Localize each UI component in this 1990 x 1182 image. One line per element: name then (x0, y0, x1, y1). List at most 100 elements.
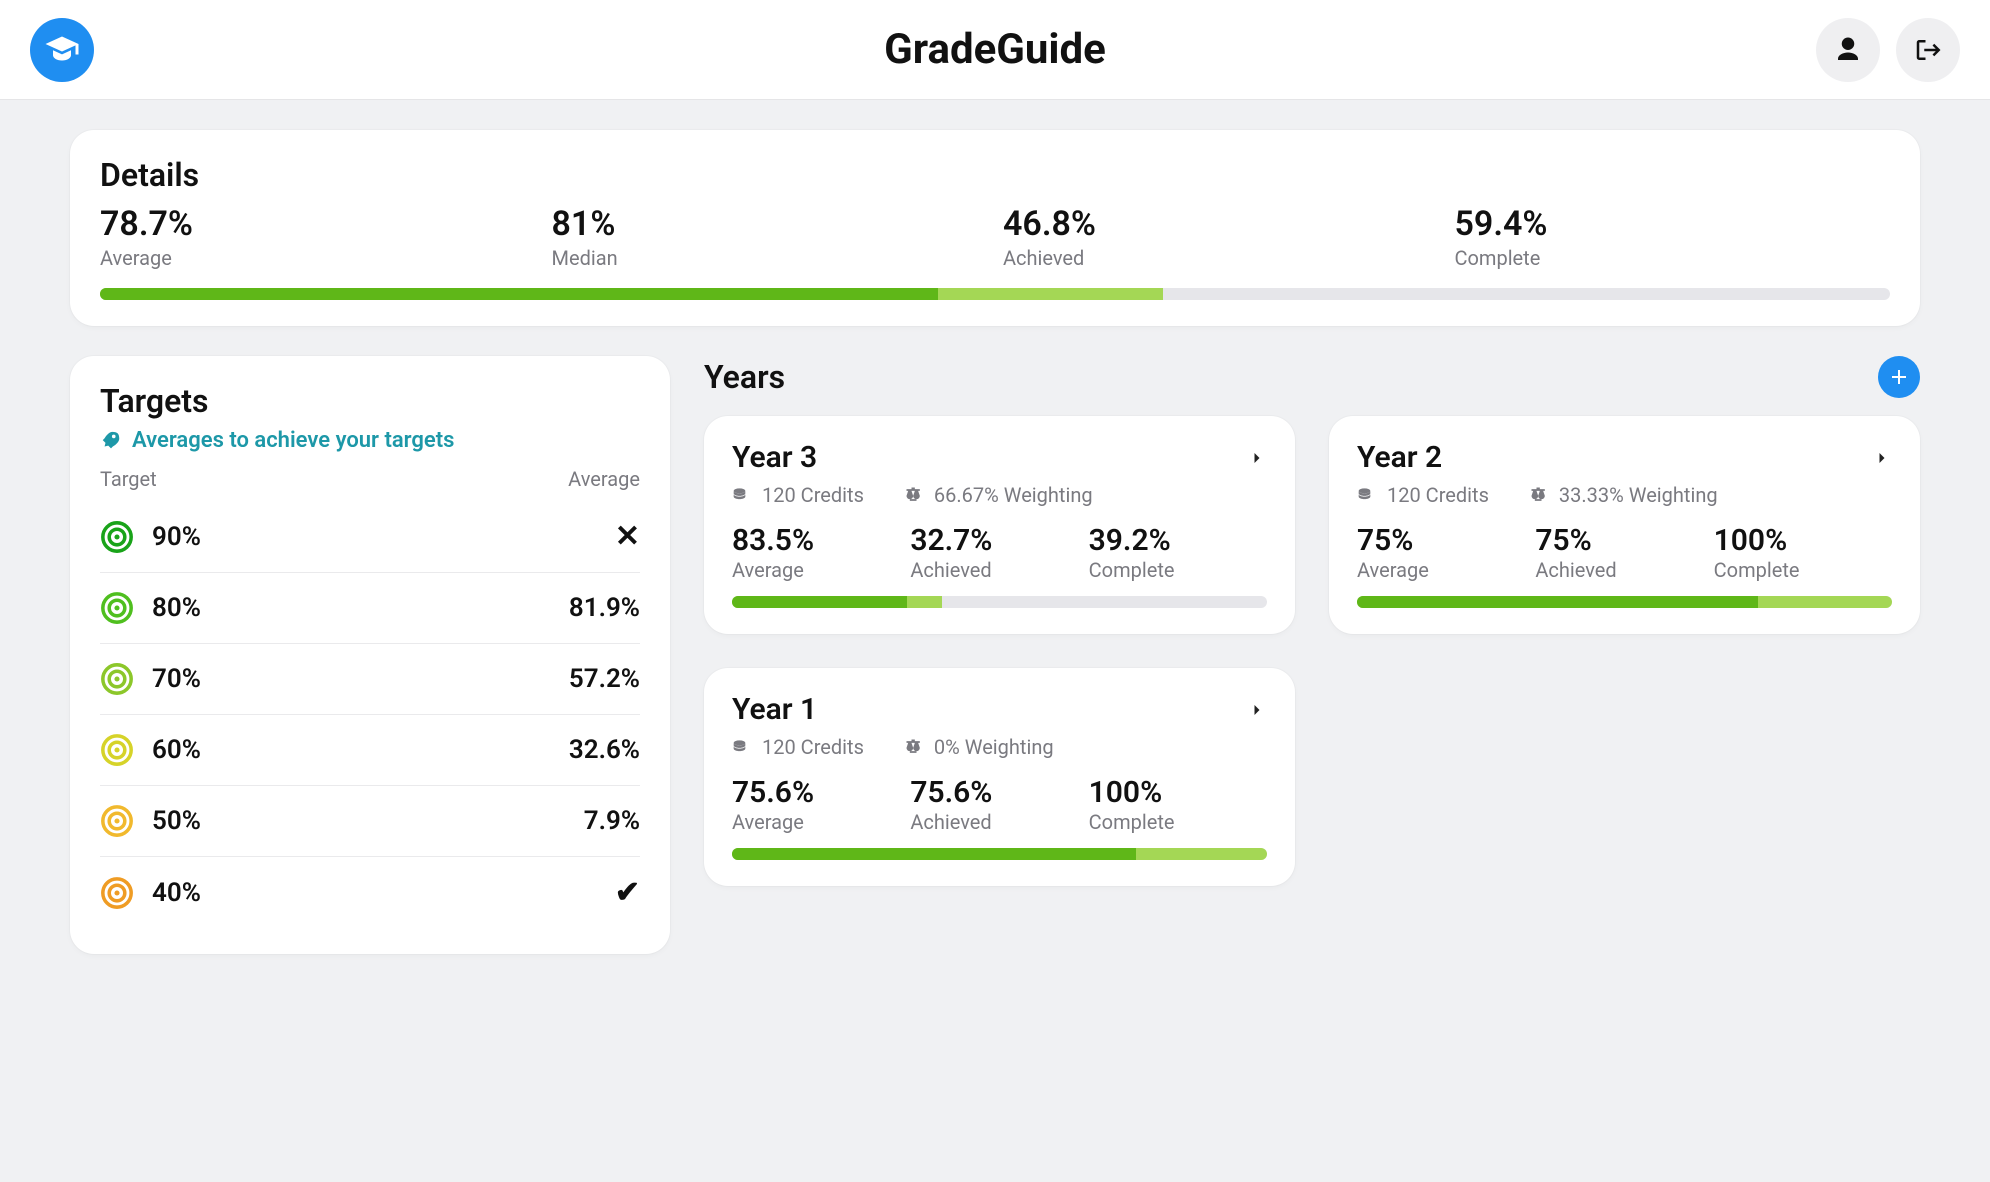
details-card: Details 78.7% Average 81% Median 46.8% A… (70, 130, 1920, 326)
year-title: Year 2 (1357, 440, 1442, 475)
details-progress (100, 288, 1890, 300)
targets-header-row: Target Average (100, 467, 640, 491)
details-achieved-value: 46.8% (1003, 204, 1439, 244)
details-median-value: 81% (552, 204, 988, 244)
year-stat: 39.2% Complete (1089, 523, 1267, 582)
years-title: Years (704, 358, 785, 396)
coins-icon (732, 737, 752, 757)
target-percent: 70% (152, 664, 201, 694)
year-stat: 75.6% Average (732, 775, 910, 834)
target-left: 50% (100, 804, 201, 838)
details-achieved-label: Achieved (1003, 246, 1439, 270)
target-row[interactable]: 90% ✕ (100, 501, 640, 572)
details-title: Details (100, 156, 1890, 194)
target-left: 80% (100, 591, 201, 625)
targets-card: Targets Averages to achieve your targets… (70, 356, 670, 954)
add-year-button[interactable] (1878, 356, 1920, 398)
target-row[interactable]: 80% 81.9% (100, 572, 640, 643)
details-stats: 78.7% Average 81% Median 46.8% Achieved … (100, 204, 1890, 270)
user-icon (1833, 35, 1863, 65)
target-average-value: 57.2% (569, 664, 640, 694)
target-row[interactable]: 60% 32.6% (100, 714, 640, 785)
chevron-right-icon[interactable] (1247, 448, 1267, 468)
year-complete-value: 100% (1089, 775, 1267, 810)
target-left: 70% (100, 662, 201, 696)
plus-icon (1887, 365, 1911, 389)
targets-head-target: Target (100, 467, 157, 491)
topbar: GradeGuide (0, 0, 1990, 100)
target-row[interactable]: 50% 7.9% (100, 785, 640, 856)
year-average-value: 75% (1357, 523, 1535, 558)
year-meta: 120 Credits 66.67% Weighting (732, 483, 1267, 507)
app-logo[interactable] (30, 18, 94, 82)
target-icon (100, 520, 134, 554)
target-percent: 90% (152, 522, 201, 552)
coins-icon (732, 485, 752, 505)
year-meta: 120 Credits 0% Weighting (732, 735, 1267, 759)
year-card-head: Year 1 (732, 692, 1267, 727)
year-stats: 75% Average 75% Achieved 100% Complete (1357, 523, 1892, 582)
details-median-label: Median (552, 246, 988, 270)
rocket-icon (100, 430, 122, 452)
year-stat: 83.5% Average (732, 523, 910, 582)
target-row[interactable]: 40% ✔ (100, 856, 640, 928)
check-icon: ✔ (615, 875, 640, 910)
year-achieved-value: 32.7% (910, 523, 1088, 558)
target-icon (100, 662, 134, 696)
target-row[interactable]: 70% 57.2% (100, 643, 640, 714)
target-icon (100, 876, 134, 910)
year-achieved-label: Achieved (1535, 558, 1713, 582)
logout-button[interactable] (1896, 18, 1960, 82)
year-card[interactable]: Year 3 120 Credits 66.67% Weighting 83.5… (704, 416, 1295, 634)
year-progress (732, 848, 1267, 860)
year-stats: 75.6% Average 75.6% Achieved 100% Comple… (732, 775, 1267, 834)
year-title: Year 3 (732, 440, 817, 475)
year-complete-label: Complete (1714, 558, 1892, 582)
lower-grid: Targets Averages to achieve your targets… (70, 356, 1920, 954)
year-stat: 75% Achieved (1535, 523, 1713, 582)
chevron-right-icon[interactable] (1872, 448, 1892, 468)
details-stat: 81% Median (552, 204, 988, 270)
year-stat: 100% Complete (1714, 523, 1892, 582)
year-card-head: Year 2 (1357, 440, 1892, 475)
target-percent: 80% (152, 593, 201, 623)
year-average-label: Average (1357, 558, 1535, 582)
details-average-value: 78.7% (100, 204, 536, 244)
app-title: GradeGuide (884, 25, 1106, 74)
year-weighting: 33.33% Weighting (1529, 483, 1718, 507)
coins-icon (1357, 485, 1377, 505)
target-icon (100, 804, 134, 838)
details-stat: 46.8% Achieved (1003, 204, 1439, 270)
chevron-right-icon[interactable] (1247, 700, 1267, 720)
year-title: Year 1 (732, 692, 817, 727)
year-card[interactable]: Year 1 120 Credits 0% Weighting 75.6% Av… (704, 668, 1295, 886)
graduation-cap-icon (44, 32, 80, 68)
details-stat: 59.4% Complete (1455, 204, 1891, 270)
year-credits: 120 Credits (732, 483, 864, 507)
scale-icon (1529, 485, 1549, 505)
year-card[interactable]: Year 2 120 Credits 33.33% Weighting 75% … (1329, 416, 1920, 634)
details-average-label: Average (100, 246, 536, 270)
page: Details 78.7% Average 81% Median 46.8% A… (0, 100, 1990, 984)
scale-icon (904, 485, 924, 505)
year-achieved-value: 75.6% (910, 775, 1088, 810)
year-card-head: Year 3 (732, 440, 1267, 475)
target-icon (100, 591, 134, 625)
years-grid: Year 3 120 Credits 66.67% Weighting 83.5… (704, 416, 1920, 886)
scale-icon (904, 737, 924, 757)
details-stat: 78.7% Average (100, 204, 536, 270)
targets-rows: 90% ✕ 80% 81.9% 70% 57.2% 60% 32.6% (100, 501, 640, 928)
year-stat: 32.7% Achieved (910, 523, 1088, 582)
targets-subtitle-row[interactable]: Averages to achieve your targets (100, 428, 640, 453)
x-icon: ✕ (615, 519, 640, 554)
year-credits: 120 Credits (732, 735, 864, 759)
targets-title: Targets (100, 382, 640, 420)
year-credits: 120 Credits (1357, 483, 1489, 507)
targets-head-average: Average (568, 467, 640, 491)
year-complete-value: 100% (1714, 523, 1892, 558)
year-complete-label: Complete (1089, 558, 1267, 582)
year-weighting: 0% Weighting (904, 735, 1054, 759)
target-percent: 40% (152, 878, 201, 908)
profile-button[interactable] (1816, 18, 1880, 82)
details-complete-label: Complete (1455, 246, 1891, 270)
